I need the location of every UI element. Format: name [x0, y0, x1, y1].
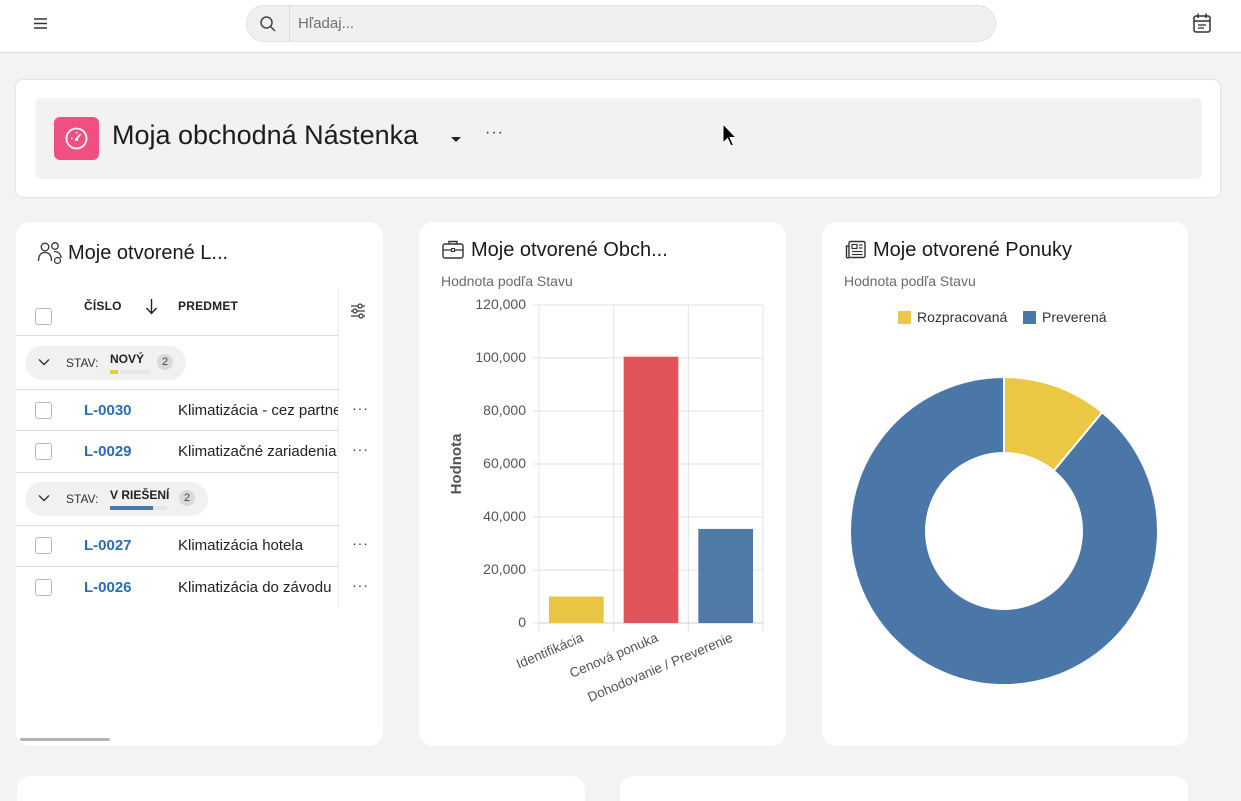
y-tick-label: 0: [518, 614, 526, 630]
row-divider: [16, 472, 381, 473]
offers-donut-chart: [849, 375, 1159, 686]
row-checkbox[interactable]: [35, 579, 52, 596]
search-bar: [246, 5, 996, 42]
select-all-checkbox[interactable]: [35, 308, 52, 325]
dashboard-icon: [54, 117, 99, 160]
calendar-icon[interactable]: [1192, 12, 1212, 34]
row-more-button[interactable]: ···: [352, 535, 369, 551]
dashboard-header: Moja obchodná Nástenka ···: [15, 79, 1221, 198]
dashboard-header-inner: Moja obchodná Nástenka ···: [35, 98, 1202, 179]
bar: [549, 596, 604, 623]
offers-subtitle: Hodnota podľa Stavu: [844, 273, 976, 289]
deals-subtitle: Hodnota podľa Stavu: [441, 273, 573, 289]
bar: [698, 528, 753, 623]
search-input[interactable]: [298, 6, 978, 41]
row-checkbox[interactable]: [35, 402, 52, 419]
y-tick-label: 40,000: [483, 508, 526, 524]
row-divider: [16, 430, 381, 431]
row-more-button[interactable]: ···: [352, 400, 369, 416]
donut-slice: [849, 375, 1159, 686]
group-label: STAV:: [66, 492, 99, 506]
column-header-number[interactable]: ČÍSLO: [84, 299, 122, 313]
row-actions-column: [338, 288, 381, 608]
lead-number-link[interactable]: L-0030: [84, 402, 132, 419]
status-progress-track: [120, 370, 150, 374]
briefcase-icon: [442, 240, 464, 259]
lead-subject: Klimatizácia do závodu: [178, 579, 332, 596]
group-count-badge: 2: [179, 490, 195, 506]
x-tick-label: Dohodovanie / Preverenie: [585, 630, 735, 705]
offers-title: Moje otvorené Ponuky: [873, 239, 1073, 261]
row-divider: [16, 525, 381, 526]
sort-arrow-down-icon[interactable]: [145, 298, 158, 315]
lead-subject: Klimatizácia - cez partnera: [178, 402, 338, 419]
legend-item[interactable]: Preverená: [1023, 309, 1107, 325]
y-tick-label: 60,000: [483, 455, 526, 471]
deals-bar-chart: 0 20,000 40,000 60,000 80,000 100,000 120,000 H…: [448, 296, 764, 705]
search-icon[interactable]: [259, 15, 277, 33]
lead-subject: Klimatizácia hotela: [178, 537, 304, 554]
row-more-button[interactable]: ···: [352, 577, 369, 593]
leads-title: Moje otvorené L...: [68, 242, 229, 264]
lead-number-link[interactable]: L-0027: [84, 537, 132, 554]
lead-subject: Klimatizačné zariadenia: [178, 443, 337, 460]
group-value: NOVÝ: [110, 352, 145, 366]
more-options-button[interactable]: ···: [485, 124, 504, 141]
y-tick-label: 100,000: [475, 349, 526, 365]
legend-label: Rozpracovaná: [917, 309, 1008, 325]
search-divider: [289, 6, 290, 41]
menu-icon[interactable]: [31, 14, 49, 32]
legend-swatch: [1023, 311, 1036, 324]
chevron-down-icon: [38, 359, 50, 366]
bottom-right-widget: [620, 776, 1188, 801]
y-axis-label: Hodnota: [448, 433, 465, 494]
bar: [623, 356, 679, 623]
group-header-new[interactable]: STAV: NOVÝ 2: [25, 346, 186, 380]
header-divider: [16, 335, 381, 336]
newspaper-icon: [845, 240, 866, 259]
group-label: STAV:: [66, 356, 99, 370]
group-count-badge: 2: [157, 354, 173, 370]
row-checkbox[interactable]: [35, 443, 52, 460]
offers-widget: Moje otvorené Ponuky Hodnota podľa Stavu…: [822, 222, 1188, 746]
status-progress-bar: [110, 506, 153, 510]
lead-number-link[interactable]: L-0026: [84, 579, 132, 596]
dashboard-title: Moja obchodná Nástenka: [112, 120, 419, 150]
leads-widget: Moje otvorené L... ČÍSLO PREDMET STAV: N…: [16, 222, 383, 746]
chevron-down-icon: [38, 495, 50, 502]
row-checkbox[interactable]: [35, 537, 52, 554]
group-header-in-progress[interactable]: STAV: V RIEŠENÍ 2: [25, 482, 208, 516]
group-value: V RIEŠENÍ: [110, 488, 170, 502]
row-divider: [16, 566, 381, 567]
column-settings-icon[interactable]: [349, 302, 367, 320]
status-progress-bar: [110, 370, 118, 374]
y-tick-label: 120,000: [475, 296, 526, 312]
column-header-subject[interactable]: PREDMET: [178, 299, 239, 313]
row-divider: [16, 389, 381, 390]
row-more-button[interactable]: ···: [352, 441, 369, 457]
legend-label: Preverená: [1042, 309, 1107, 325]
horizontal-scrollbar[interactable]: [20, 738, 110, 741]
status-progress-track: [153, 506, 167, 510]
deals-title: Moje otvorené Obch...: [471, 239, 668, 261]
legend-item[interactable]: Rozpracovaná: [898, 309, 1007, 325]
users-icon: [37, 242, 62, 265]
legend-swatch: [898, 311, 911, 324]
deals-widget: Moje otvorené Obch... Hodnota podľa Stav…: [419, 222, 786, 746]
lead-number-link[interactable]: L-0029: [84, 443, 132, 460]
caret-down-icon[interactable]: [449, 134, 463, 144]
y-tick-label: 20,000: [483, 561, 526, 577]
bottom-left-widget: [17, 776, 585, 801]
mouse-cursor-icon: [722, 123, 738, 147]
y-tick-label: 80,000: [483, 402, 526, 418]
top-bar: [0, 0, 1241, 53]
